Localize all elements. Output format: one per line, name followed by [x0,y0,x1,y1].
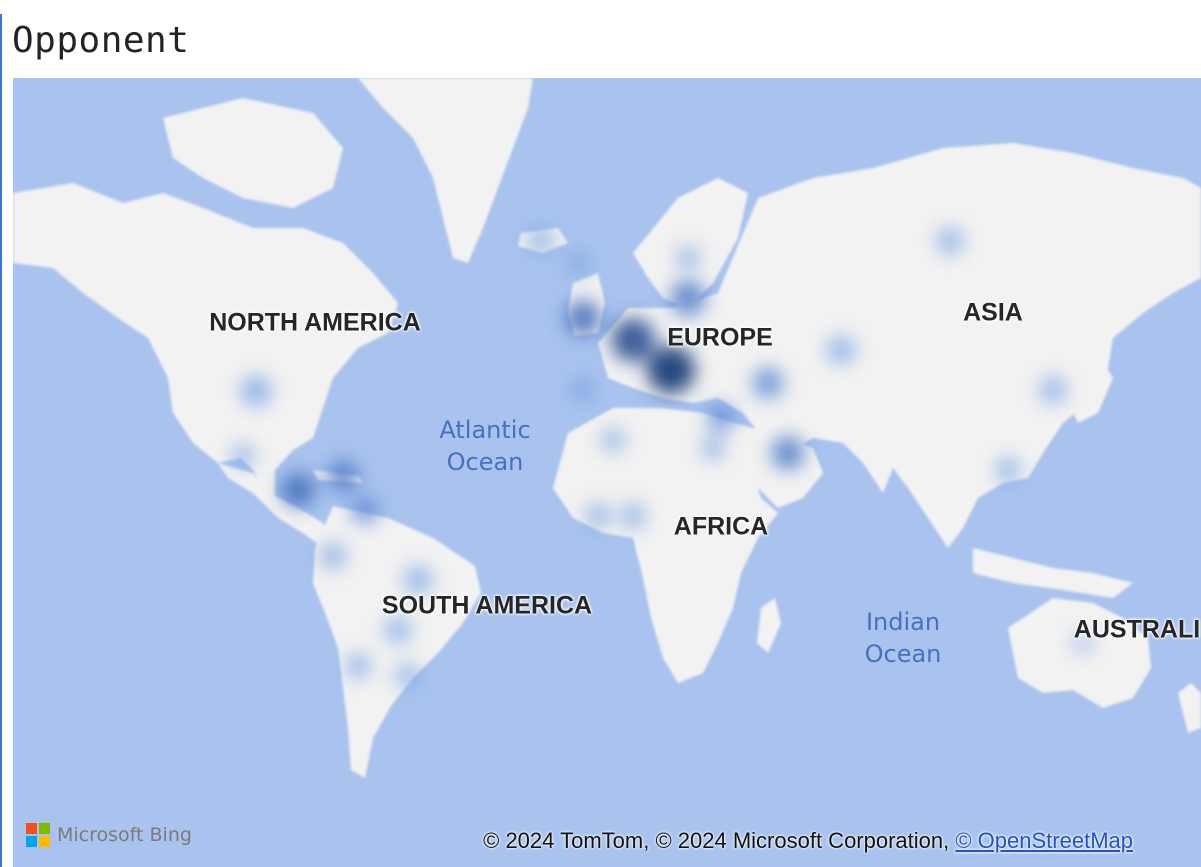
map-canvas[interactable]: NORTH AMERICA EUROPE ASIA AFRICA SOUTH A… [13,78,1201,867]
heat-point [936,227,964,255]
heat-point [611,318,655,362]
bing-provider-text: Microsoft Bing [57,824,192,846]
land-central-america [218,463,338,548]
heat-point [384,616,412,644]
heat-point [527,226,555,254]
heat-point [565,300,601,336]
heat-point [620,503,646,529]
heat-point [647,346,695,394]
heat-point [601,428,625,452]
land-africa [553,408,778,683]
openstreetmap-link[interactable]: © OpenStreetMap [955,828,1133,853]
land-indonesia [973,548,1133,598]
heat-point [281,473,315,507]
ocean-label-atlantic-line2: Ocean [446,448,524,476]
heat-point [403,565,433,595]
heat-point [240,375,272,407]
heat-point [345,653,371,679]
heat-point [676,246,700,270]
continent-label-africa: AFRICA [673,512,769,541]
heat-point [995,457,1021,483]
heat-point [565,250,591,276]
heat-point [701,436,725,460]
land-arctic-islands [163,98,343,208]
map-copyright: © 2024 TomTom, © 2024 Microsoft Corporat… [483,828,1133,854]
heat-point [826,335,856,365]
ocean-label-indian-line1: Indian [865,608,941,636]
visual-selection-edge [0,14,2,867]
heat-point [771,436,805,470]
continent-label-north-america: NORTH AMERICA [209,308,421,337]
continent-label-europe: EUROPE [667,323,773,352]
continent-label-asia: ASIA [963,298,1023,327]
heat-point [1039,376,1067,404]
heat-point [707,404,735,432]
heat-point [327,460,359,492]
land-japan [1068,353,1113,423]
land-north-america [13,183,398,496]
continent-label-australia: AUSTRALI [1073,615,1201,644]
heat-point [752,367,784,399]
land-new-zealand [1178,683,1201,733]
heat-point [1072,632,1094,654]
heat-point [231,444,255,468]
heat-point [351,496,379,524]
heat-point [569,376,597,404]
land-madagascar [757,598,781,653]
land-layer [13,78,1201,778]
heat-point [395,663,421,689]
land-eurasia [598,143,1201,548]
bing-attribution: Microsoft Bing [26,820,192,850]
heat-point [585,503,611,529]
continent-label-south-america: SOUTH AMERICA [381,591,593,620]
heat-point [670,280,706,316]
heatmap-layer [231,226,1094,689]
ocean-label-atlantic-line1: Atlantic [439,416,531,444]
ocean-label-indian: Indian Ocean [865,606,942,670]
microsoft-logo-icon [26,823,50,847]
map-svg [13,78,1201,778]
land-scandinavia [633,178,748,308]
heat-point [319,542,347,570]
land-greenland [358,78,533,263]
ocean-label-indian-line2: Ocean [864,640,942,668]
ocean-label-atlantic: Atlantic Ocean [439,414,530,478]
visual-title: Opponent [12,20,190,61]
copyright-text: © 2024 TomTom, © 2024 Microsoft Corporat… [483,828,956,853]
